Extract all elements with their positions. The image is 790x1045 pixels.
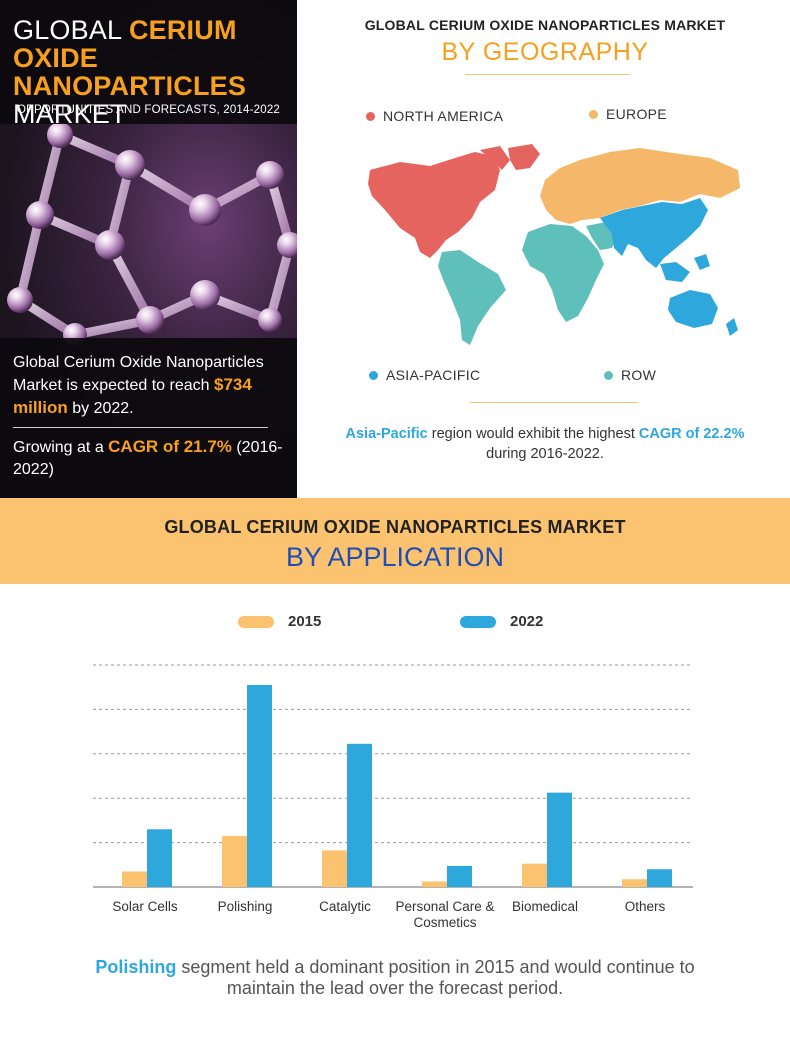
hero-title-market: MARKET — [13, 99, 127, 129]
application-title: GLOBAL CERIUM OXIDE NANOPARTICLES MARKET — [164, 517, 626, 537]
application-note: Polishing segment held a dominant positi… — [60, 957, 730, 999]
market-size-suffix: by 2022. — [67, 400, 134, 417]
application-bar-chart: Solar Cells Polishing Catalytic Personal Ca… — [93, 664, 693, 930]
geography-heading: BY GEOGRAPHY — [441, 38, 649, 66]
legend-europe-label: EUROPE — [606, 106, 667, 122]
legend-europe: EUROPE — [589, 106, 667, 122]
geo-note-cagr: CAGR of 22.2% — [638, 426, 745, 442]
category-label-1-0: Polishing — [218, 899, 273, 914]
bar-2015-2 — [322, 850, 347, 887]
legend-asia-pacific-label: ASIA-PACIFIC — [386, 367, 481, 383]
nanoparticle-molecule-illustration — [7, 122, 297, 347]
category-label-0-0: Solar Cells — [112, 899, 178, 914]
chart-legend-2022: 2022 — [460, 613, 543, 630]
geography-title: GLOBAL CERIUM OXIDE NANOPARTICLES MARKET — [364, 17, 726, 33]
bar-2015-3 — [422, 881, 447, 887]
hero-divider — [13, 427, 268, 428]
hero-panel: GLOBAL CERIUM OXIDE NANOPARTICLES MARKET… — [0, 0, 297, 498]
legend-north-america-label: NORTH AMERICA — [383, 108, 504, 124]
application-band — [0, 498, 790, 584]
category-label-3-1: Cosmetics — [413, 915, 476, 930]
application-heading: BY APPLICATION — [285, 542, 505, 572]
hero-title-box — [0, 0, 297, 124]
geo-note-region: Asia-Pacific — [345, 426, 428, 442]
geography-heading-underline — [465, 74, 630, 75]
bar-2022-3 — [447, 865, 472, 887]
cagr-suffix: (2016-2022) — [13, 439, 283, 478]
market-size-stat: Global Cerium Oxide Nanoparticles Market… — [13, 352, 288, 420]
geo-note-end: during 2016-2022. — [486, 446, 604, 462]
legend-row-label: ROW — [621, 367, 657, 383]
map-australia — [668, 290, 738, 336]
hero-title-global: GLOBAL — [13, 15, 129, 45]
bar-2022-4 — [547, 792, 572, 887]
map-europe — [540, 148, 740, 224]
legend-label-2015: 2015 — [288, 613, 322, 630]
chart-gridlines — [93, 664, 693, 888]
row-dot — [604, 370, 613, 380]
bar-2015-4 — [522, 863, 547, 887]
bar-2015-5 — [622, 879, 647, 887]
legend-row: ROW — [604, 367, 656, 383]
map-north-america — [368, 146, 510, 258]
world-map — [368, 144, 740, 345]
europe-dot — [589, 109, 598, 119]
map-asia — [600, 198, 708, 268]
bar-2022-0 — [147, 829, 172, 887]
cagr-prefix: Growing at a — [13, 439, 109, 456]
map-africa — [522, 224, 604, 322]
bar-2015-0 — [122, 871, 147, 887]
asia-pacific-dot — [369, 370, 378, 380]
app-note-rest: segment held a dominant position in 2015… — [176, 957, 695, 998]
bar-2022-2 — [347, 743, 372, 887]
legend-asia-pacific: ASIA-PACIFIC — [369, 367, 480, 383]
geography-note: Asia-Pacific region would exhibit the hi… — [305, 424, 785, 464]
legend-swatch-2022 — [460, 615, 496, 628]
hero-title: GLOBAL CERIUM OXIDE NANOPARTICLES MARKET — [13, 16, 297, 128]
hero-subtitle: OPPORTUNITIES AND FORECASTS, 2014-2022 — [17, 104, 281, 116]
hero-title-cerium-oxide: CERIUM OXIDE — [13, 15, 237, 73]
bar-2022-1 — [247, 684, 272, 887]
chart-legend-2015: 2015 — [238, 613, 321, 630]
map-greenland — [508, 144, 540, 170]
cagr-value: CAGR of 21.7% — [108, 437, 232, 456]
chart-category-labels: Solar Cells Polishing Catalytic Personal Ca… — [112, 899, 665, 930]
map-south-america — [438, 250, 506, 345]
cagr-stat: Growing at a CAGR of 21.7% (2016-2022) — [13, 436, 288, 481]
category-label-2-0: Catalytic — [319, 899, 371, 914]
hero-title-nanoparticles: NANOPARTICLES — [13, 71, 247, 101]
app-note-highlight: Polishing — [95, 957, 177, 977]
hero-stats-box — [0, 338, 297, 498]
map-southeast-asia — [660, 254, 710, 282]
category-label-3-0: Personal Care & — [395, 899, 494, 914]
legend-swatch-2015 — [238, 615, 274, 628]
legend-label-2022: 2022 — [510, 613, 544, 630]
chart-bars — [122, 684, 672, 887]
bar-2022-5 — [647, 869, 672, 887]
category-label-4-0: Biomedical — [512, 899, 578, 914]
legend-north-america: NORTH AMERICA — [366, 108, 503, 124]
geo-note-middle: region would exhibit the highest — [427, 426, 639, 442]
category-label-5-0: Others — [625, 899, 666, 914]
north-america-dot — [366, 111, 375, 121]
market-size-prefix: Global Cerium Oxide Nanoparticles Market… — [13, 354, 264, 394]
bar-2015-1 — [222, 835, 247, 887]
geography-divider — [470, 402, 638, 403]
market-size-value: $734 million — [13, 375, 252, 417]
